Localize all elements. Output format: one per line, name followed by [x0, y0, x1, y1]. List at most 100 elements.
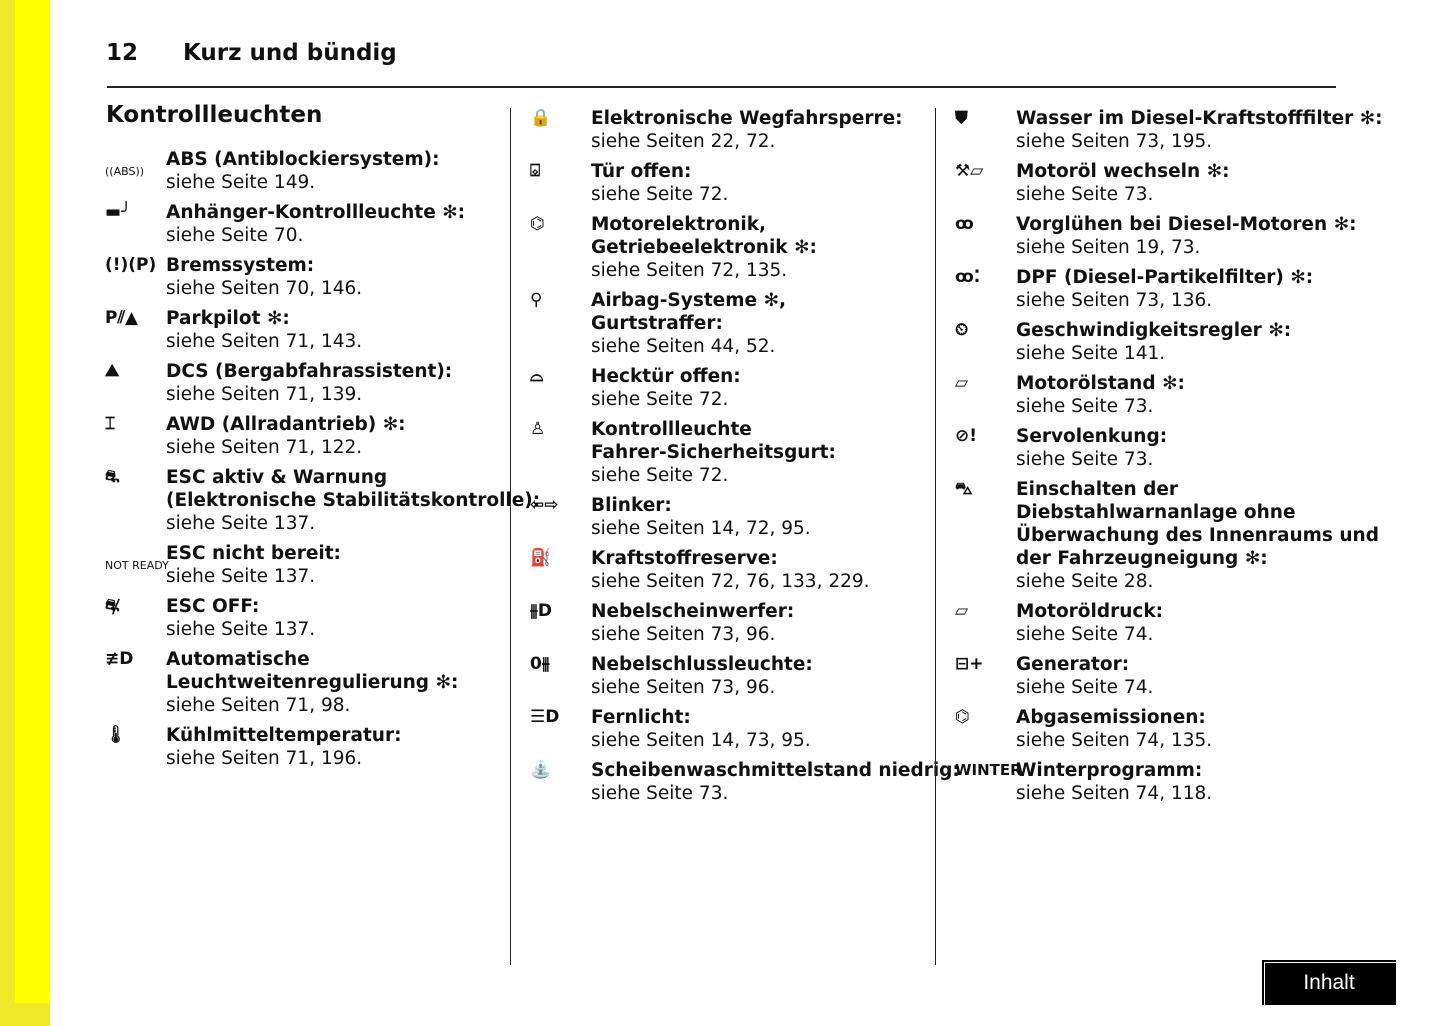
page-reference: siehe Seiten 71, 143. [166, 331, 363, 352]
page-reference: siehe Seiten 71, 196. [166, 748, 363, 769]
page-reference: siehe Seiten 44, 52. [591, 336, 776, 357]
entry-title: Diebstahlwarnanlage ohne [1016, 502, 1296, 523]
warning-light-entry: P⫽▲ Parkpilot ✻: siehe Seiten 71, 143. [105, 307, 525, 353]
page-reference: siehe Seiten 72, 135. [591, 260, 788, 281]
warning-light-entry: 🔒 Elektronische Wegfahrsperre: siehe Seite… [530, 107, 950, 153]
page-reference: siehe Seiten 74, 118. [1016, 783, 1213, 804]
warning-light-entry: ⌺ Tür offen: siehe Seite 72. [530, 160, 950, 206]
entry-title: Parkpilot ✻: [166, 308, 290, 329]
turn-signal-icon: ⇦⇨ [530, 495, 559, 515]
page-reference: siehe Seite 73. [1016, 449, 1154, 470]
page-reference: siehe Seite 73. [591, 783, 729, 804]
immobilizer-icon: 🔒 [530, 108, 552, 128]
fog-light-icon: ⫵D [530, 601, 552, 621]
page-reference: siehe Seiten 71, 98. [166, 695, 351, 716]
door-open-icon: ⌺ [530, 161, 541, 181]
warning-light-entry: ⏲ Geschwindigkeitsregler ✻: siehe Seite 14… [955, 319, 1385, 365]
inhalt-button[interactable]: Inhalt [1262, 958, 1396, 1005]
seatbelt-icon: ♙ [530, 419, 546, 439]
page-reference: siehe Seiten 19, 73. [1016, 237, 1201, 258]
page-reference: siehe Seiten 73, 195. [1016, 131, 1213, 152]
warning-light-entry: ⛰ DCS (Bergabfahrassistent): siehe Seiten … [105, 360, 525, 406]
warning-light-entry: ⛲ Scheibenwaschmittelstand niedrig: siehe … [530, 759, 960, 805]
entry-title: Servolenkung: [1016, 426, 1168, 447]
entry-title: Überwachung des Innenraums und [1016, 525, 1379, 546]
entry-title: Kraftstoffreserve: [591, 548, 778, 569]
entry-title: Wasser im Diesel-Kraftstofffilter ✻: [1016, 108, 1383, 129]
page-reference: siehe Seite 141. [1016, 343, 1166, 364]
awd-icon: ⌶ [105, 414, 116, 434]
oil-level-icon: ⏥ [955, 373, 969, 393]
entry-title: Motoröldruck: [1016, 601, 1164, 622]
power-steering-icon: ⊘! [955, 426, 977, 446]
yellow-margin-strip-inner [15, 0, 50, 1003]
washer-fluid-icon: ⛲ [530, 760, 552, 780]
page-reference: siehe Seite 137. [166, 513, 316, 534]
warning-light-entry: ☰D Fernlicht: siehe Seiten 14, 73, 95. [530, 706, 950, 752]
descent-control-icon: ⛰ [105, 361, 120, 381]
entry-title: Fernlicht: [591, 707, 691, 728]
trailer-icon: ▬╯ [105, 202, 132, 222]
headlight-leveling-icon: ≢D [105, 649, 134, 669]
column-2: 🔒 Elektronische Wegfahrsperre: siehe Seite… [530, 107, 960, 812]
entry-title: Abgasemissionen: [1016, 707, 1206, 728]
abs-icon: ((ABS)) [105, 165, 145, 178]
page-reference: siehe Seiten 73, 136. [1016, 290, 1213, 311]
section-heading: Kontrollleuchten [106, 102, 323, 128]
fuel-icon: ⛽ [530, 548, 552, 568]
warning-light-entry: ⫵D Nebelscheinwerfer: siehe Seiten 73, 96. [530, 600, 950, 646]
entry-title: Vorglühen bei Diesel-Motoren ✻: [1016, 214, 1357, 235]
entry-title: Kontrollleuchte [591, 419, 752, 440]
entry-title: Generator: [1016, 654, 1130, 675]
column-1: ((ABS)) ABS (Antiblockiersystem): siehe Se… [105, 148, 541, 777]
warning-light-entry: ♙ Kontrollleuchte Fahrer-Sicherheitsgurt: s… [530, 418, 950, 487]
esc-icon: ⛐ [105, 467, 120, 487]
emissions-icon: ⌬ [955, 707, 970, 727]
warning-light-entry: ⌬ Abgasemissionen: siehe Seiten 74, 135. [955, 706, 1385, 752]
dpf-icon: ꝏ⁚ [955, 267, 981, 287]
column-3: ⛊ Wasser im Diesel-Kraftstofffilter ✻: sie… [955, 107, 1385, 812]
entry-title: Elektronische Wegfahrsperre: [591, 108, 903, 129]
page-reference: siehe Seite 70. [166, 225, 304, 246]
warning-light-entry: ▬╯ Anhänger-Kontrollleuchte ✻: siehe Seite… [105, 201, 525, 247]
rear-fog-light-icon: 0⫵ [530, 654, 550, 674]
warning-light-entry: ⇦⇨ Blinker: siehe Seiten 14, 72, 95. [530, 494, 950, 540]
page-reference: siehe Seite 74. [1016, 677, 1154, 698]
entry-title: Gurtstraffer: [591, 313, 723, 334]
entry-title: Tür offen: [591, 161, 692, 182]
page-reference: siehe Seite 28. [1016, 571, 1154, 592]
alarm-disable-icon: ⛍ [955, 479, 973, 499]
warning-light-entry: ⌶ AWD (Allradantrieb) ✻: siehe Seiten 71, … [105, 413, 525, 459]
entry-title: Fahrer-Sicherheitsgurt: [591, 442, 836, 463]
warning-light-entry: ꝏ⁚ DPF (Diesel-Partikelfilter) ✻: siehe Se… [955, 266, 1385, 312]
entry-title: ESC nicht bereit: [166, 543, 341, 564]
entry-title: Winterprogramm: [1016, 760, 1203, 781]
warning-light-entry: ⚒⏥ Motoröl wechseln ✻: siehe Seite 73. [955, 160, 1385, 206]
warning-light-entry: ⌓ Hecktür offen: siehe Seite 72. [530, 365, 950, 411]
entry-title: Nebelscheinwerfer: [591, 601, 795, 622]
column-divider [510, 108, 511, 965]
water-in-fuel-icon: ⛊ [955, 108, 968, 128]
warning-light-entry: ⏥ Motoröldruck: siehe Seite 74. [955, 600, 1385, 646]
oil-pressure-icon: ⏥ [955, 601, 969, 621]
page-reference: siehe Seite 149. [166, 172, 316, 193]
entry-title: der Fahrzeugneigung ✻: [1016, 548, 1268, 569]
page-reference: siehe Seite 72. [591, 465, 729, 486]
esc-not-ready-icon: NOT READY [105, 559, 169, 572]
warning-light-entry: ⊟+ Generator: siehe Seite 74. [955, 653, 1385, 699]
warning-light-entry: ⛽ Kraftstoffreserve: siehe Seiten 72, 76, … [530, 547, 950, 593]
oil-change-icon: ⚒⏥ [955, 161, 984, 181]
page-reference: siehe Seiten 14, 72, 95. [591, 518, 811, 539]
column-divider [935, 108, 936, 965]
glow-plug-icon: ꝏ [955, 214, 974, 234]
warning-light-entry: ⛊ Wasser im Diesel-Kraftstofffilter ✻: sie… [955, 107, 1385, 153]
warning-light-entry: ⚲ Airbag-Systeme ✻, Gurtstraffer: siehe Sei… [530, 289, 950, 358]
entry-title: AWD (Allradantrieb) ✻: [166, 414, 406, 435]
entry-title: (Elektronische Stabilitätskontrolle): [166, 490, 541, 511]
chapter-title: Kurz und bündig [183, 40, 397, 66]
page-reference: siehe Seite 73. [1016, 184, 1154, 205]
warning-light-entry: (!)(P) Bremssystem: siehe Seiten 70, 146. [105, 254, 525, 300]
entry-title: Geschwindigkeitsregler ✻: [1016, 320, 1292, 341]
page-reference: siehe Seiten 71, 122. [166, 437, 363, 458]
entry-title: Anhänger-Kontrollleuchte ✻: [166, 202, 466, 223]
